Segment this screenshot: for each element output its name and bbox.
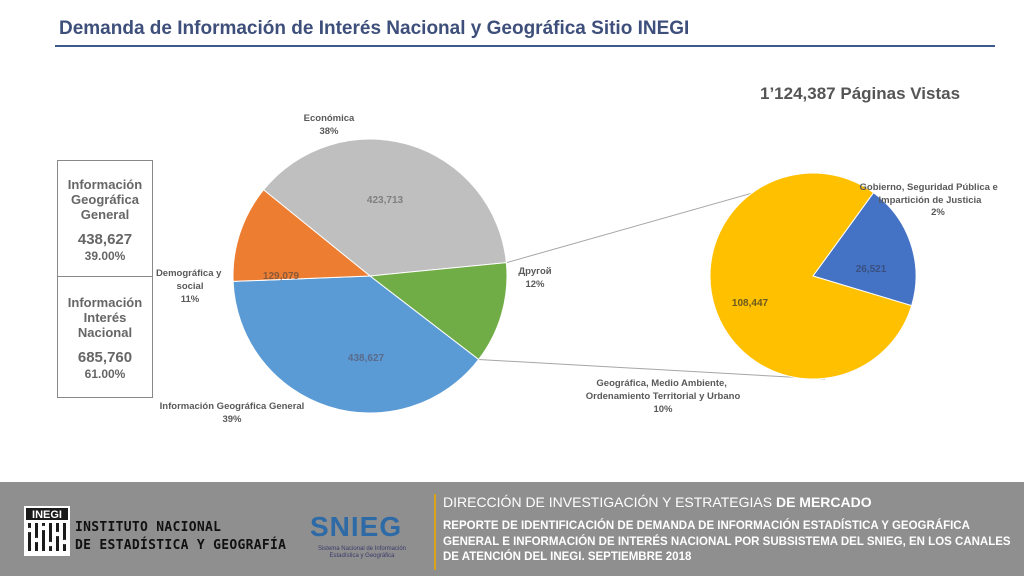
slice-category-label: Económica <box>304 113 355 124</box>
summary-label: Información Interés Nacional <box>67 295 143 340</box>
connector-line-bottom <box>478 359 826 380</box>
pie-of-pie-chart: Económica 38% 423,713 Другой 12% 438,627… <box>156 113 1001 425</box>
slice-category-label: Gobierno, Seguridad Pública e Impartició… <box>860 182 1001 206</box>
slice-value-label: 423,713 <box>367 195 404 206</box>
summary-value: 685,760 <box>77 349 133 366</box>
institute-name-line1: INSTITUTO NACIONAL <box>75 520 222 535</box>
summary-box-national: Información Interés Nacional 685,760 61.… <box>57 276 153 398</box>
report-description: REPORTE DE IDENTIFICACIÓN DE DEMANDA DE … <box>443 520 1011 563</box>
slice-percent-label: 39% <box>222 414 242 425</box>
slice-percent-label: 38% <box>319 126 339 137</box>
title-underline <box>55 45 995 47</box>
summary-box-geographic: Información Geográfica General 438,627 3… <box>57 160 153 278</box>
main-pie <box>232 138 508 414</box>
label-line: Demográfica y <box>156 268 222 279</box>
slice-percent-label: 10% <box>653 404 673 415</box>
footer-bar: INEGI INSTITUTO NACIONAL DE ESTADÍSTICA … <box>0 482 1024 576</box>
summary-percent: 61.00% <box>84 367 126 381</box>
label-line: Gobierno, Seguridad Pública e <box>860 182 998 193</box>
pie-slice <box>709 172 913 380</box>
pages-viewed-total: 1’124,387 Páginas Vistas <box>760 84 961 103</box>
logo-lettering: INEGI <box>32 509 62 521</box>
slice-value-label: 26,521 <box>856 264 887 275</box>
slice-category-label: Geográfica, Medio Ambiente, Ordenamiento… <box>586 378 741 402</box>
snieg-logo: SNIEG <box>310 511 403 542</box>
department-name: DIRECCIÓN DE INVESTIGACIÓN Y ESTRATEGIAS… <box>443 494 872 510</box>
inegi-logo-icon: INEGI <box>24 506 70 556</box>
pie-slice <box>812 191 917 307</box>
summary-value: 438,627 <box>77 231 133 248</box>
slice-value-label: 438,627 <box>348 353 385 364</box>
slice-percent-label: 12% <box>525 279 545 290</box>
slice-category-label: Información Geográfica General <box>160 401 305 412</box>
slice-value-label: 129,079 <box>263 271 300 282</box>
pie-slice <box>368 262 508 361</box>
slice-percent-label: 2% <box>931 207 945 218</box>
page-title: Demanda de Información de Interés Nacion… <box>59 18 690 39</box>
label-line: Impartición de Justicia <box>879 195 983 206</box>
summary-percent: 39.00% <box>84 249 126 263</box>
department-bold: DE MERCADO <box>775 494 872 510</box>
slice-category-label: Другой <box>518 266 551 277</box>
pie-slice <box>262 138 507 277</box>
summary-label: Información Geográfica General <box>67 177 143 222</box>
pie-slice <box>232 275 480 414</box>
secondary-pie <box>709 172 917 380</box>
footer-divider <box>434 494 436 570</box>
slice-percent-label: 11% <box>181 294 200 305</box>
label-line: Geográfica, Medio Ambiente, <box>596 378 727 389</box>
slice-category-label: Demográfica y social <box>156 268 224 292</box>
label-line: Ordenamiento Territorial y Urbano <box>586 391 741 402</box>
label-line: social <box>177 281 204 292</box>
institute-name-line2: DE ESTADÍSTICA Y GEOGRAFÍA <box>75 538 287 553</box>
snieg-subtitle: Sistema Nacional de Información Estadíst… <box>317 546 407 559</box>
department-regular: DIRECCIÓN DE INVESTIGACIÓN Y ESTRATEGIAS <box>443 494 773 510</box>
slice-value-label: 108,447 <box>732 298 769 309</box>
pie-slice <box>232 189 372 282</box>
